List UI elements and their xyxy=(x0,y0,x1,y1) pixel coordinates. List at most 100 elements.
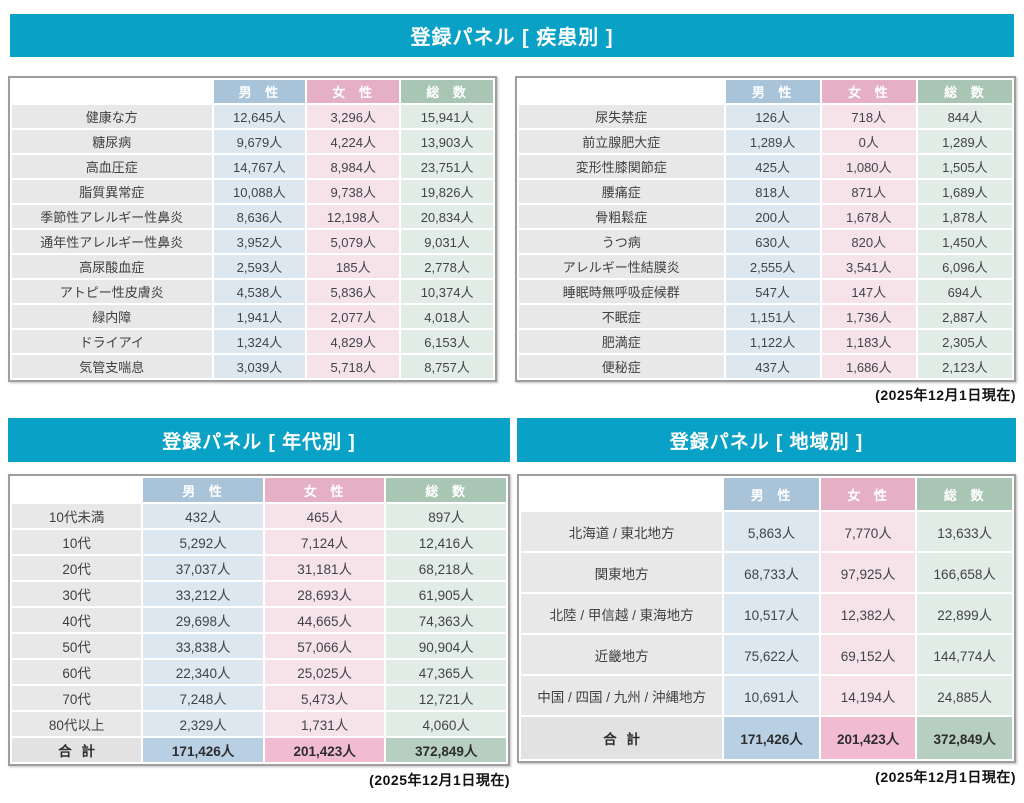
row-label: 骨粗鬆症 xyxy=(519,205,724,228)
table-row: 通年性アレルギー性鼻炎 3,952人 5,079人 9,031人 xyxy=(12,230,493,253)
male-value: 1,941人 xyxy=(213,305,306,328)
female-value: 1,678人 xyxy=(821,205,916,228)
total-value: 9,031人 xyxy=(401,230,493,253)
column-header-total: 総 数 xyxy=(386,478,506,502)
row-label: 50代 xyxy=(12,634,142,658)
total-value: 68,218人 xyxy=(386,556,506,580)
column-header-total: 総 数 xyxy=(401,80,493,103)
row-label: 睡眠時無呼吸症候群 xyxy=(519,280,724,303)
table-row: 変形性膝関節症 425人 1,080人 1,505人 xyxy=(519,155,1012,178)
male-value: 37,037人 xyxy=(143,556,263,580)
total-value: 694人 xyxy=(917,280,1012,303)
female-value: 9,738人 xyxy=(307,180,400,203)
female-value: 871人 xyxy=(821,180,916,203)
male-value: 2,329人 xyxy=(143,712,263,736)
age-table: 男 性 女 性 総 数 10代未満 432人 465人 897人 10代 5,292人 7,… xyxy=(8,474,510,766)
column-header-total: 総 数 xyxy=(917,478,1012,510)
row-label: 前立腺肥大症 xyxy=(519,130,724,153)
total-total-value: 372,849人 xyxy=(386,738,506,762)
corner-cell xyxy=(12,80,212,103)
total-value: 61,905人 xyxy=(386,582,506,606)
disease-panel-banner: 登録パネル [ 疾患別 ] xyxy=(10,14,1014,57)
male-value: 9,679人 xyxy=(213,130,306,153)
total-label-cell: 合 計 xyxy=(521,717,723,759)
total-value: 13,903人 xyxy=(401,130,493,153)
female-value: 147人 xyxy=(821,280,916,303)
total-value: 24,885人 xyxy=(917,676,1012,715)
total-value: 2,305人 xyxy=(917,330,1012,353)
row-label: 関東地方 xyxy=(521,553,723,592)
female-value: 718人 xyxy=(821,105,916,128)
row-label: 緑内障 xyxy=(12,305,212,328)
female-value: 2,077人 xyxy=(307,305,400,328)
female-value: 69,152人 xyxy=(820,635,916,674)
table-row: 糖尿病 9,679人 4,224人 13,903人 xyxy=(12,130,493,153)
table-row: 肥満症 1,122人 1,183人 2,305人 xyxy=(519,330,1012,353)
row-label: 通年性アレルギー性鼻炎 xyxy=(12,230,212,253)
row-label: 脂質異常症 xyxy=(12,180,212,203)
total-value: 1,505人 xyxy=(917,155,1012,178)
female-value: 12,198人 xyxy=(307,205,400,228)
table-row: 20代 37,037人 31,181人 68,218人 xyxy=(12,556,506,580)
total-value: 2,887人 xyxy=(917,305,1012,328)
column-header-total: 総 数 xyxy=(917,80,1012,103)
table-row: 便秘症 437人 1,686人 2,123人 xyxy=(519,355,1012,378)
female-value: 14,194人 xyxy=(820,676,916,715)
table-row: 不眠症 1,151人 1,736人 2,887人 xyxy=(519,305,1012,328)
table-row: 40代 29,698人 44,665人 74,363人 xyxy=(12,608,506,632)
date-note: (2025年12月1日現在) xyxy=(369,772,510,788)
total-value: 19,826人 xyxy=(401,180,493,203)
header-row: 男 性 女 性 総 数 xyxy=(521,478,1012,510)
total-value: 22,899人 xyxy=(917,594,1012,633)
table-row: 北陸 / 甲信越 / 東海地方 10,517人 12,382人 22,899人 xyxy=(521,594,1012,633)
total-value: 8,757人 xyxy=(401,355,493,378)
female-value: 97,925人 xyxy=(820,553,916,592)
row-label: 10代 xyxy=(12,530,142,554)
row-label: 北海道 / 東北地方 xyxy=(521,512,723,551)
row-label: 中国 / 四国 / 九州 / 沖縄地方 xyxy=(521,676,723,715)
female-value: 5,836人 xyxy=(307,280,400,303)
row-label: 便秘症 xyxy=(519,355,724,378)
table-row: 睡眠時無呼吸症候群 547人 147人 694人 xyxy=(519,280,1012,303)
total-value: 10,374人 xyxy=(401,280,493,303)
table-row: 10代 5,292人 7,124人 12,416人 xyxy=(12,530,506,554)
header-row: 男 性 女 性 総 数 xyxy=(519,80,1012,103)
row-label: 腰痛症 xyxy=(519,180,724,203)
row-label: ドライアイ xyxy=(12,330,212,353)
row-label: 気管支喘息 xyxy=(12,355,212,378)
female-value: 7,770人 xyxy=(820,512,916,551)
female-value: 44,665人 xyxy=(264,608,385,632)
table-row: 高尿酸血症 2,593人 185人 2,778人 xyxy=(12,255,493,278)
male-value: 1,289人 xyxy=(725,130,820,153)
table-row: 50代 33,838人 57,066人 90,904人 xyxy=(12,634,506,658)
female-value: 5,718人 xyxy=(307,355,400,378)
female-value: 3,296人 xyxy=(307,105,400,128)
female-value: 4,224人 xyxy=(307,130,400,153)
column-header-male: 男 性 xyxy=(213,80,306,103)
table-row: 高血圧症 14,767人 8,984人 23,751人 xyxy=(12,155,493,178)
total-value: 844人 xyxy=(917,105,1012,128)
date-note: (2025年12月1日現在) xyxy=(875,387,1016,403)
male-value: 2,593人 xyxy=(213,255,306,278)
row-label: 10代未満 xyxy=(12,504,142,528)
female-value: 820人 xyxy=(821,230,916,253)
table-row: 緑内障 1,941人 2,077人 4,018人 xyxy=(12,305,493,328)
table-row: アレルギー性結膜炎 2,555人 3,541人 6,096人 xyxy=(519,255,1012,278)
male-value: 818人 xyxy=(725,180,820,203)
female-value: 5,473人 xyxy=(264,686,385,710)
row-label: アレルギー性結膜炎 xyxy=(519,255,724,278)
total-row: 合 計 171,426人 201,423人 372,849人 xyxy=(521,717,1012,759)
total-value: 4,018人 xyxy=(401,305,493,328)
total-value: 4,060人 xyxy=(386,712,506,736)
male-value: 22,340人 xyxy=(143,660,263,684)
row-label: アトピー性皮膚炎 xyxy=(12,280,212,303)
total-value: 144,774人 xyxy=(917,635,1012,674)
male-value: 1,324人 xyxy=(213,330,306,353)
female-value: 25,025人 xyxy=(264,660,385,684)
male-value: 33,838人 xyxy=(143,634,263,658)
row-label: うつ病 xyxy=(519,230,724,253)
total-value: 1,450人 xyxy=(917,230,1012,253)
male-value: 432人 xyxy=(143,504,263,528)
female-value: 0人 xyxy=(821,130,916,153)
